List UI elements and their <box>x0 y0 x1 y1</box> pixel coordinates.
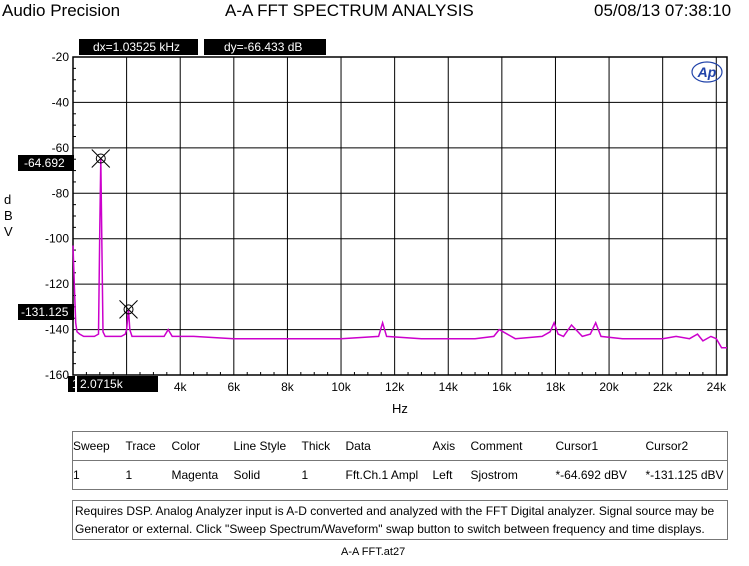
ap-logo-text: Ap <box>697 64 717 80</box>
plot-frame <box>72 56 728 376</box>
cursor1-y-readout: -64.692 <box>18 155 74 171</box>
legend-cell: Fft.Ch.1 Ampl <box>345 468 419 482</box>
cursor-cross-line <box>91 149 111 168</box>
cursor-cross-line <box>119 300 138 319</box>
legend-cell: 1 <box>125 468 133 482</box>
y-tick-label: -140 <box>45 323 69 337</box>
x-tick-label: 4k <box>174 380 188 394</box>
y-tick-label: -100 <box>45 232 69 246</box>
legend-header: Line Style <box>233 431 302 461</box>
legend-cell: *-131.125 dBV <box>645 468 724 482</box>
timestamp: 05/08/13 07:38:10 <box>594 1 732 20</box>
trace-legend-table: Sweep Trace Color Line Style Thick Data … <box>72 431 728 490</box>
legend-header: Trace <box>125 431 172 461</box>
ap-logo-ring <box>691 61 723 83</box>
x-tick-label: 14k <box>439 380 459 394</box>
y-tick-label: -120 <box>45 277 69 291</box>
legend-header: Axis <box>432 431 471 461</box>
cursor-2-marker <box>119 300 138 319</box>
x-tick-label: 8k <box>281 380 295 394</box>
page-title: A-A FFT SPECTRUM ANALYSIS <box>225 1 474 20</box>
legend-header: Thick <box>301 431 346 461</box>
y-axis-label-b: B <box>4 208 13 223</box>
y-tick-label: -80 <box>52 186 70 200</box>
x-tick-label: 18k <box>546 380 566 394</box>
cursor-1-marker <box>91 149 111 168</box>
legend-cell: Left <box>432 468 453 482</box>
cursor-circle <box>95 153 106 164</box>
x-tick-label: 16k <box>492 380 512 394</box>
legend-header: Sweep <box>72 431 126 461</box>
y-axis-label-v: V <box>4 224 13 239</box>
x-tick-label: 24k <box>707 380 727 394</box>
ap-logo: Ap <box>691 61 723 83</box>
spectrum-chart: -20 -40 -60 -80 -100 -120 -140 -160 4k 6k 8k 10k 12k… <box>45 50 728 394</box>
legend-data-row: 1 1 Magenta Solid 1 Fft.Ch.1 Ampl Left S… <box>73 461 728 490</box>
x-axis-label: Hz <box>392 401 408 416</box>
app-name: Audio Precision <box>2 1 121 20</box>
y-tick-label: -40 <box>52 95 70 109</box>
legend-header: Data <box>345 431 433 461</box>
legend-header: Cursor1 <box>555 431 646 461</box>
legend-cell: 1 <box>73 468 80 482</box>
x-tick-label: 20k <box>599 380 619 394</box>
legend-cell: Sjostrom <box>470 468 518 482</box>
legend-header: Color <box>171 431 234 461</box>
legend-cell: 1 <box>301 468 309 482</box>
cursor2-x-readout: 2.0715k <box>75 376 158 392</box>
file-name: A-A FFT.at27 <box>341 546 406 558</box>
dy-readout: dy=-66.433 dB <box>204 39 326 55</box>
x-tick-label: 12k <box>385 380 405 394</box>
x-tick-label: 10k <box>331 380 351 394</box>
x-tick-label: 22k <box>653 380 673 394</box>
cursor-circle <box>123 304 134 315</box>
legend-cell: *-64.692 dBV <box>555 468 627 482</box>
legend-header: Cursor2 <box>645 431 728 461</box>
x-tick-label: 6k <box>227 380 241 394</box>
spectrum-trace <box>72 158 727 349</box>
legend-cell: Magenta <box>171 468 219 482</box>
legend-cell: Solid <box>233 468 261 482</box>
legend-header-row: Sweep Trace Color Line Style Thick Data … <box>72 431 728 461</box>
y-tick-label: -160 <box>45 368 69 382</box>
y-tick-label: -60 <box>52 141 70 155</box>
y-axis-label-d: d <box>4 192 12 207</box>
cursor2-y-readout: -131.125 <box>18 304 74 320</box>
legend-header: Comment <box>470 431 556 461</box>
notes-box: Requires DSP. Analog Analyzer input is A… <box>72 500 728 540</box>
dx-readout: dx=1.03525 kHz <box>79 39 198 55</box>
y-tick-label: -20 <box>52 50 70 64</box>
